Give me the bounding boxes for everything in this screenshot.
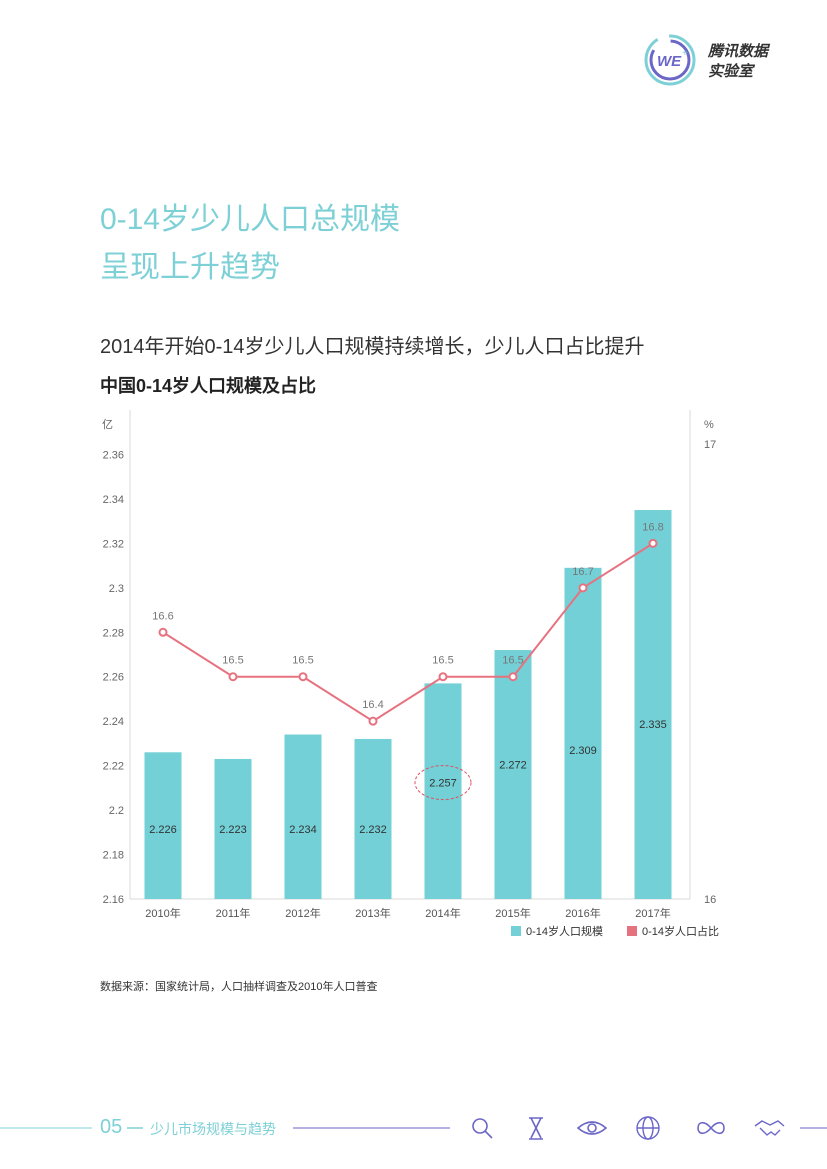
highlight-circle [414,765,472,801]
search-icon[interactable] [472,1118,493,1139]
y-tick-label: 2.16 [103,894,124,906]
page-number: 05 [100,1116,123,1138]
line-value-label: 16.8 [642,521,663,533]
bar [634,510,672,899]
x-tick-label: 2016年 [565,906,600,920]
bar-value-label: 2.309 [569,745,597,757]
x-tick-label: 2010年 [145,906,180,920]
legend-swatch-line [627,926,637,936]
brand-line1: 腾讯数据 [708,43,769,60]
line-point [368,716,378,726]
legend-swatch-bar [511,926,521,936]
page-title-line1: 0-14岁少儿人口总规模 [100,203,401,236]
bar [214,758,252,899]
page-subtitle: 2014年开始0-14岁少儿人口规模持续增长，少儿人口占比提升 [100,336,645,358]
line-point [648,538,658,548]
data-source: 数据来源：国家统计局，人口抽样调查及2010年人口普查 [100,981,378,993]
bar-value-label: 2.335 [639,719,667,731]
bar-value-label: 2.223 [219,824,247,836]
eye-icon[interactable] [576,1121,608,1135]
handshake-icon[interactable] [754,1120,785,1136]
right-axis-unit: % [704,419,714,431]
line-value-label: 16.5 [222,655,243,667]
line-value-label: 16.5 [432,655,453,667]
y-tick-label: 2.36 [103,449,124,461]
legend-label: 0-14岁人口规模 [526,924,603,938]
y-tick-label: 2.2 [109,805,124,817]
line-value-label: 16.6 [152,610,173,622]
y-tick-label: 2.22 [103,761,124,773]
right-tick-label: 16 [704,894,716,906]
line-value-label: 16.5 [292,655,313,667]
x-tick-label: 2013年 [355,906,390,920]
right-tick-label: 17 [704,439,716,451]
page-title: 0-14岁少儿人口总规模 呈现上升趋势 [100,196,400,292]
y-tick-label: 2.28 [103,627,124,639]
left-axis-unit: 亿 [102,418,113,431]
line-point [228,672,238,682]
section-name: 少儿市场规模与趋势 [150,1121,276,1137]
line-point [158,627,168,637]
logo-we-text: WE [657,53,682,70]
y-tick-label: 2.3 [109,583,124,595]
line-point [438,672,448,682]
bar [354,738,392,899]
bar [284,734,322,899]
series-line [162,542,654,723]
bar [494,650,532,899]
bar-value-label: 2.257 [429,778,457,790]
bar [144,752,182,899]
brand-logo: WE + [644,34,696,86]
x-tick-label: 2012年 [285,906,320,920]
bar-value-label: 2.232 [359,824,387,836]
x-tick-label: 2017年 [635,906,670,920]
line-value-label: 16.5 [502,655,523,667]
x-tick-label: 2014年 [425,906,460,920]
page-title-line2: 呈现上升趋势 [100,251,280,284]
y-tick-label: 2.34 [103,494,124,506]
line-point [508,672,518,682]
footer-bar [0,1116,827,1140]
line-point [578,583,588,593]
svg-text:+: + [682,48,688,59]
bar-value-label: 2.272 [499,760,527,772]
line-value-label: 16.4 [362,699,383,711]
infinity-icon[interactable] [697,1121,725,1135]
bar-value-label: 2.234 [289,824,317,836]
y-tick-label: 2.18 [103,850,124,862]
bar-value-label: 2.226 [149,824,177,836]
y-tick-label: 2.32 [103,538,124,550]
x-tick-label: 2015年 [495,906,530,920]
y-tick-label: 2.24 [103,716,124,728]
line-point [298,672,308,682]
line-value-label: 16.7 [572,566,593,578]
x-tick-label: 2011年 [216,906,251,920]
bar [424,683,462,899]
brand-name: 腾讯数据 实验室 [708,42,768,82]
hourglass-icon[interactable] [529,1117,543,1140]
bar [564,567,602,899]
y-tick-label: 2.26 [103,672,124,684]
chart-title: 中国0-14岁人口规模及占比 [100,376,317,396]
combo-chart: 亿 2.16 2.18 2.2 2.22 2.24 2.26 2.28 2.3 2.32 2.34 2… [102,410,719,938]
globe-icon[interactable] [636,1116,660,1140]
legend-label: 0-14岁人口占比 [642,924,719,938]
brand-line2: 实验室 [708,63,754,80]
